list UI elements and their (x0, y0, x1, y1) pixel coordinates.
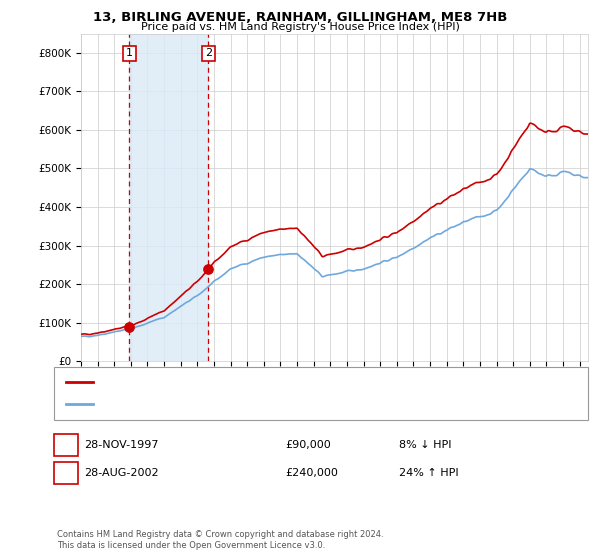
Text: £240,000: £240,000 (285, 468, 338, 478)
Text: Contains HM Land Registry data © Crown copyright and database right 2024.: Contains HM Land Registry data © Crown c… (57, 530, 383, 539)
Point (203, 264, 213, 273)
Text: 28-AUG-2002: 28-AUG-2002 (84, 468, 158, 478)
Text: £90,000: £90,000 (285, 440, 331, 450)
Text: This data is licensed under the Open Government Licence v3.0.: This data is licensed under the Open Gov… (57, 541, 325, 550)
Point (125, 322, 134, 331)
Text: 8% ↓ HPI: 8% ↓ HPI (399, 440, 451, 450)
Text: 1: 1 (62, 440, 70, 450)
Bar (130, 34, 208, 361)
Text: 24% ↑ HPI: 24% ↑ HPI (399, 468, 458, 478)
Text: HPI: Average price, detached house, Medway: HPI: Average price, detached house, Medw… (98, 399, 319, 409)
Text: 2: 2 (62, 468, 70, 478)
Text: 13, BIRLING AVENUE, RAINHAM, GILLINGHAM, ME8 7HB: 13, BIRLING AVENUE, RAINHAM, GILLINGHAM,… (93, 11, 507, 24)
Text: 2: 2 (205, 48, 212, 58)
Text: 13, BIRLING AVENUE, RAINHAM, GILLINGHAM, ME8 7HB (detached house): 13, BIRLING AVENUE, RAINHAM, GILLINGHAM,… (98, 377, 458, 388)
Text: 1: 1 (126, 48, 133, 58)
Text: 28-NOV-1997: 28-NOV-1997 (84, 440, 158, 450)
Text: Price paid vs. HM Land Registry's House Price Index (HPI): Price paid vs. HM Land Registry's House … (140, 22, 460, 32)
